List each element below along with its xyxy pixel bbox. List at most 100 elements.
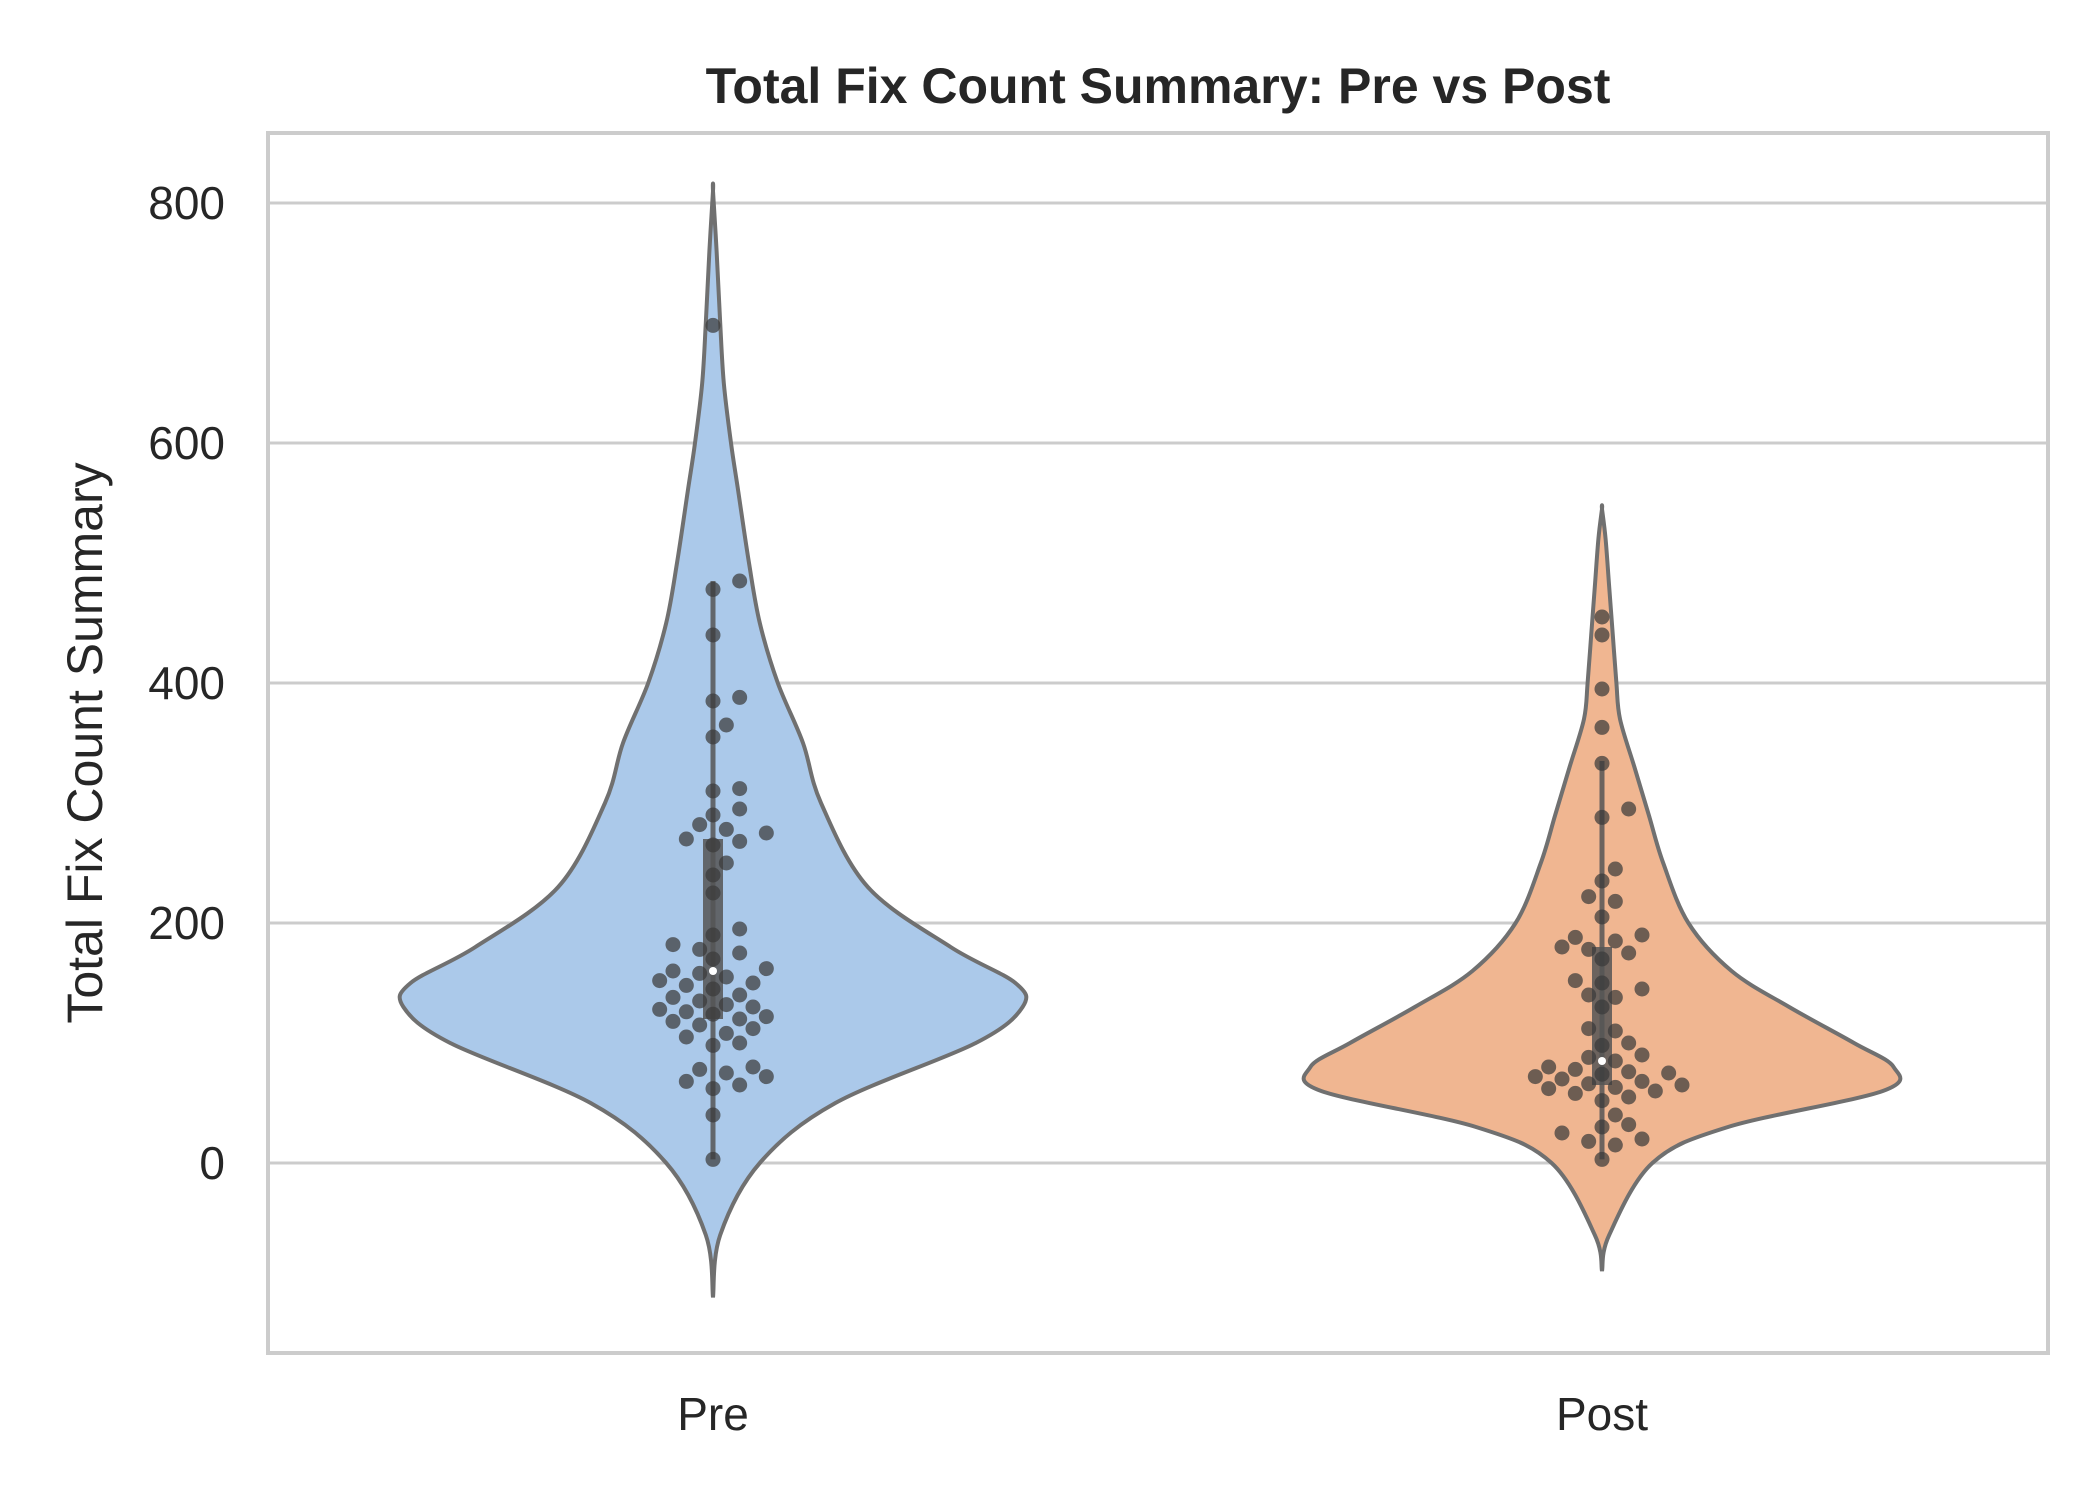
- data-point: [705, 1151, 721, 1167]
- data-point: [732, 1077, 748, 1093]
- data-point: [1581, 1049, 1597, 1065]
- data-point: [732, 801, 748, 817]
- data-point: [1634, 927, 1650, 943]
- data-point: [1594, 1066, 1610, 1082]
- data-point: [732, 689, 748, 705]
- data-point: [692, 817, 708, 833]
- data-point: [1674, 1077, 1690, 1093]
- data-point: [732, 573, 748, 589]
- data-point: [1581, 1021, 1597, 1037]
- data-point: [745, 1059, 761, 1075]
- data-point: [705, 693, 721, 709]
- data-point: [665, 963, 681, 979]
- x-tick-label: Pre: [677, 1388, 749, 1440]
- data-point: [1621, 1117, 1637, 1133]
- data-point: [705, 885, 721, 901]
- data-point: [1581, 987, 1597, 1003]
- data-point: [758, 825, 774, 841]
- data-point: [1621, 1089, 1637, 1105]
- data-point: [665, 989, 681, 1005]
- y-tick-label: 400: [148, 657, 225, 709]
- data-point: [1594, 809, 1610, 825]
- median-marker-pre: [709, 967, 717, 975]
- data-point: [732, 921, 748, 937]
- data-point: [758, 1009, 774, 1025]
- data-point: [1607, 1023, 1623, 1039]
- data-point: [665, 937, 681, 953]
- data-point: [1567, 929, 1583, 945]
- data-point: [1594, 1037, 1610, 1053]
- data-point: [718, 997, 734, 1013]
- data-point: [1567, 1085, 1583, 1101]
- violins: [397, 181, 1903, 1298]
- data-point: [758, 961, 774, 977]
- data-point: [1527, 1069, 1543, 1085]
- data-point: [1607, 989, 1623, 1005]
- data-point: [1541, 1059, 1557, 1075]
- data-point: [1607, 1053, 1623, 1069]
- data-point: [705, 951, 721, 967]
- data-point: [732, 1011, 748, 1027]
- data-point: [1554, 939, 1570, 955]
- data-point: [1594, 909, 1610, 925]
- y-tick-label: 600: [148, 417, 225, 469]
- data-point: [692, 993, 708, 1009]
- data-point: [745, 999, 761, 1015]
- data-point: [1554, 1071, 1570, 1087]
- data-point: [705, 1081, 721, 1097]
- y-tick-label: 200: [148, 897, 225, 949]
- x-tick-label: Post: [1556, 1388, 1648, 1440]
- data-point: [1607, 861, 1623, 877]
- data-point: [1621, 945, 1637, 961]
- data-point: [1594, 627, 1610, 643]
- data-point: [1594, 755, 1610, 771]
- data-point: [732, 1035, 748, 1051]
- data-point: [718, 1065, 734, 1081]
- data-point: [1607, 1137, 1623, 1153]
- data-point: [1607, 933, 1623, 949]
- data-point: [705, 783, 721, 799]
- data-point: [705, 1037, 721, 1053]
- data-point: [665, 1013, 681, 1029]
- data-point: [678, 1029, 694, 1045]
- data-point: [705, 981, 721, 997]
- data-point: [1594, 951, 1610, 967]
- data-point: [732, 833, 748, 849]
- data-point: [718, 969, 734, 985]
- x-tick-labels: Pre Post: [677, 1388, 1648, 1440]
- chart-title: Total Fix Count Summary: Pre vs Post: [706, 58, 1611, 114]
- y-tick-labels: 0 200 400 600 800: [148, 177, 225, 1189]
- data-points: [652, 317, 1690, 1167]
- data-point: [652, 973, 668, 989]
- data-point: [1581, 1133, 1597, 1149]
- median-marker-post: [1598, 1057, 1606, 1065]
- data-point: [1594, 681, 1610, 697]
- data-point: [692, 965, 708, 981]
- data-point: [692, 941, 708, 957]
- data-point: [718, 855, 734, 871]
- data-point: [1634, 1131, 1650, 1147]
- data-point: [1607, 1107, 1623, 1123]
- plot-frame: [266, 131, 2050, 1355]
- data-point: [718, 1025, 734, 1041]
- data-point: [1621, 801, 1637, 817]
- data-point: [705, 581, 721, 597]
- data-point: [732, 781, 748, 797]
- data-point: [758, 1069, 774, 1085]
- data-point: [1594, 1119, 1610, 1135]
- data-point: [1607, 893, 1623, 909]
- data-point: [678, 977, 694, 993]
- data-point: [705, 1006, 721, 1022]
- data-point: [705, 927, 721, 943]
- data-point: [1594, 873, 1610, 889]
- data-point: [1567, 1061, 1583, 1077]
- data-point: [678, 831, 694, 847]
- data-point: [705, 1107, 721, 1123]
- data-point: [1594, 609, 1610, 625]
- y-tick-label: 0: [199, 1137, 225, 1189]
- data-point: [1594, 1093, 1610, 1109]
- data-point: [705, 807, 721, 823]
- data-point: [705, 867, 721, 883]
- data-point: [1634, 981, 1650, 997]
